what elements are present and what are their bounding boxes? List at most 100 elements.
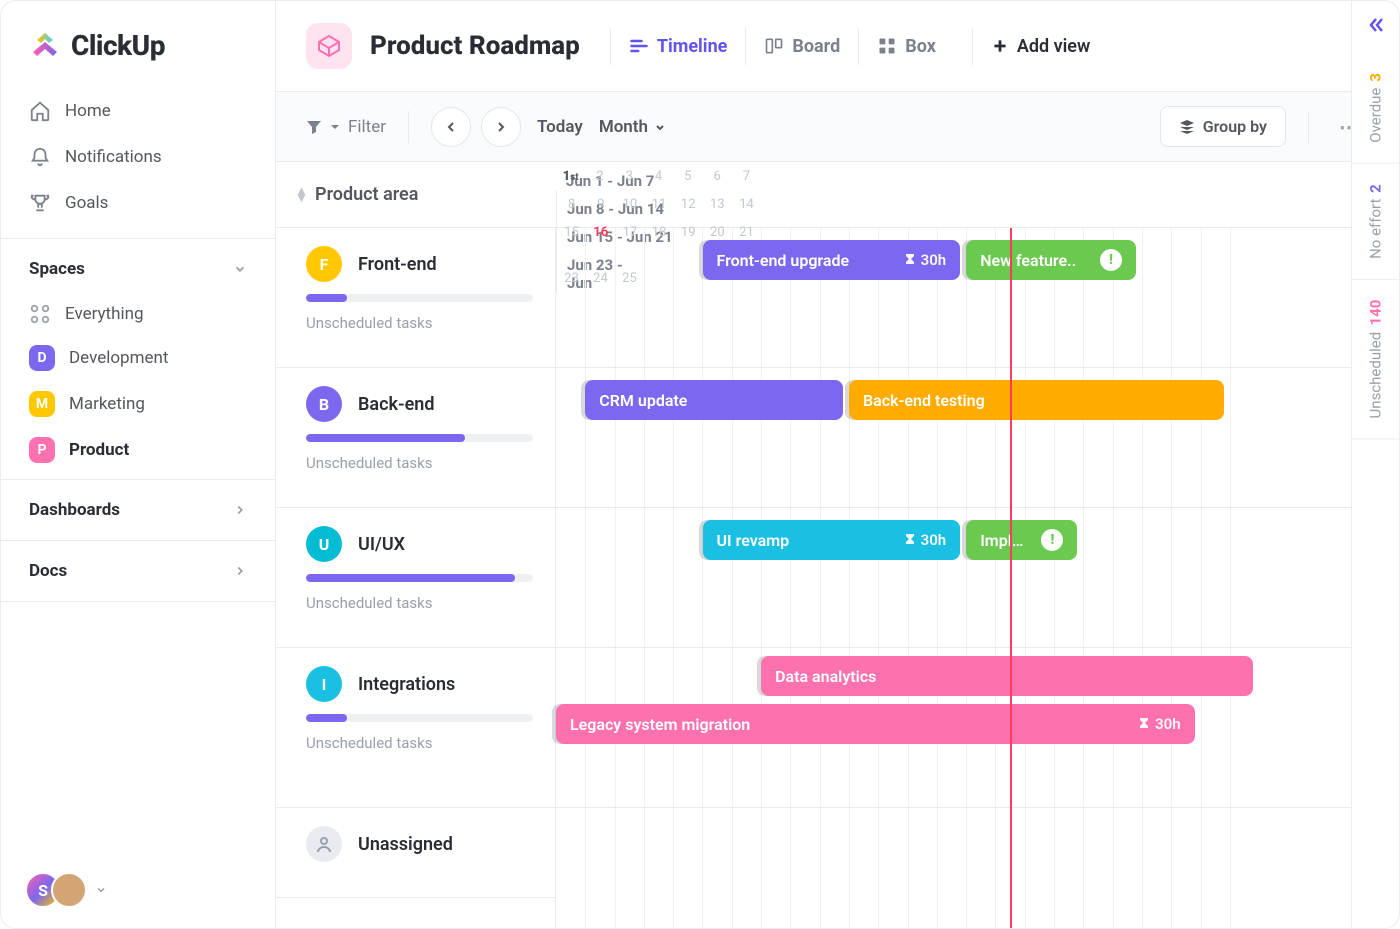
brand-name: ClickUp [71, 29, 165, 62]
view-tab-label: Timeline [657, 36, 728, 57]
task-bar[interactable]: Implem..! [966, 520, 1077, 560]
task-bar[interactable]: CRM update [585, 380, 843, 420]
today-button[interactable]: Today [537, 117, 583, 137]
layers-icon [1179, 119, 1195, 135]
view-tab-timeline[interactable]: Timeline [610, 28, 746, 65]
task-label: CRM update [599, 391, 829, 410]
chevron-left-icon [445, 121, 457, 133]
brand-logo[interactable]: ClickUp [1, 1, 275, 82]
rail-item-noeffort[interactable]: No effort 2 [1352, 164, 1399, 280]
range-label: Month [599, 117, 648, 137]
view-tab-label: Board [792, 36, 840, 57]
column-header[interactable]: ▴▾ Product area [276, 162, 556, 227]
spaces-header[interactable]: Spaces [1, 245, 275, 293]
day-cell: 1st [556, 169, 585, 184]
unscheduled-label: Unscheduled tasks [306, 454, 533, 472]
alert-icon: ! [1100, 249, 1122, 271]
task-bar[interactable]: New feature..! [966, 240, 1136, 280]
chevron-down-icon [233, 262, 247, 276]
progress-bar [306, 714, 533, 722]
sidebar-item-goals[interactable]: Goals [13, 180, 263, 226]
task-bar[interactable]: Front-end upgrade30h [703, 240, 961, 280]
sidebar-item-notifications[interactable]: Notifications [13, 134, 263, 180]
task-bar[interactable]: Data analytics [761, 656, 1253, 696]
user-menu[interactable]: S [1, 852, 275, 928]
task-bar[interactable]: UI revamp30h [703, 520, 961, 560]
day-cell: 8 [557, 197, 586, 212]
space-badge: P [29, 437, 55, 463]
everything-icon [29, 303, 51, 325]
filter-button[interactable]: Filter [306, 117, 386, 137]
week-column: Jun 1 - Jun 71st234567 [556, 162, 761, 190]
task-bar[interactable]: Back-end testing [849, 380, 1224, 420]
add-view-button[interactable]: Add view [972, 28, 1108, 65]
space-label: Marketing [69, 394, 145, 414]
group-by-button[interactable]: Group by [1160, 106, 1286, 147]
sidebar-item-home[interactable]: Home [13, 88, 263, 134]
timeline-icon [629, 36, 649, 56]
unscheduled-label: Unscheduled tasks [306, 314, 533, 332]
hourglass-icon [903, 533, 917, 547]
page-header: Product Roadmap Timeline Board Box Add vie… [276, 1, 1399, 92]
group-integrations[interactable]: I Integrations Unscheduled tasks [276, 648, 555, 808]
box-icon [877, 36, 897, 56]
group-avatar: U [306, 526, 342, 562]
caret-down-icon [330, 122, 340, 132]
day-cell: 4 [644, 169, 673, 184]
prev-button[interactable] [431, 107, 471, 147]
column-label: Product area [315, 184, 418, 205]
toolbar: Filter Today Month Group by ⋯ [276, 92, 1399, 162]
group-uiux[interactable]: U UI/UX Unscheduled tasks [276, 508, 555, 648]
rail-item-overdue[interactable]: Overdue 3 [1352, 53, 1399, 164]
sidebar-space-development[interactable]: DDevelopment [1, 335, 275, 381]
clickup-logo-icon [29, 30, 61, 62]
view-tab-box[interactable]: Box [858, 28, 954, 65]
docs-label: Docs [29, 561, 67, 581]
group-backend[interactable]: B Back-end Unscheduled tasks [276, 368, 555, 508]
chevron-right-icon [233, 564, 247, 578]
docs-header[interactable]: Docs [1, 547, 275, 595]
nav-label: Goals [65, 193, 108, 213]
day-cell: 7 [732, 169, 761, 184]
dashboards-header[interactable]: Dashboards [1, 486, 275, 534]
task-time: 30h [903, 531, 947, 549]
rail-count: 3 [1367, 73, 1385, 82]
task-label: Back-end testing [863, 391, 1210, 410]
progress-bar [306, 574, 533, 582]
view-tab-board[interactable]: Board [745, 28, 858, 65]
progress-bar [306, 294, 533, 302]
sidebar: ClickUp Home Notifications Goals Spaces Ev… [1, 1, 276, 928]
nav-label: Home [65, 101, 111, 121]
sidebar-item-everything[interactable]: Everything [1, 293, 275, 335]
sidebar-space-marketing[interactable]: M Marketing [1, 381, 275, 427]
space-badge: M [29, 391, 55, 417]
rail-count: 140 [1367, 300, 1385, 326]
rail-item-unscheduled[interactable]: Unscheduled 140 [1352, 280, 1399, 439]
trophy-icon [29, 192, 51, 214]
group-name: Back-end [358, 394, 434, 415]
task-label: Front-end upgrade [717, 251, 893, 270]
task-time: 30h [1137, 715, 1181, 733]
day-cell: 14 [732, 197, 761, 212]
group-unassigned[interactable]: Unassigned [276, 808, 555, 898]
rail-label: Overdue [1367, 88, 1385, 143]
spaces-header-label: Spaces [29, 259, 85, 279]
group-frontend[interactable]: F Front-end Unscheduled tasks [276, 228, 555, 368]
sidebar-space-product[interactable]: PProduct [1, 427, 275, 473]
page-title: Product Roadmap [370, 31, 580, 61]
nav-label: Notifications [65, 147, 162, 167]
unscheduled-label: Unscheduled tasks [306, 594, 533, 612]
next-button[interactable] [481, 107, 521, 147]
add-view-label: Add view [1017, 36, 1090, 57]
rail-count: 2 [1367, 184, 1385, 193]
range-select[interactable]: Month [599, 117, 666, 137]
chevron-down-icon [95, 884, 107, 896]
right-rail: Overdue 3No effort 2Unscheduled 140 [1351, 1, 1399, 928]
list-icon [306, 23, 352, 69]
main-content: Product Roadmap Timeline Board Box Add vie… [276, 1, 1399, 928]
chevron-right-icon [495, 121, 507, 133]
collapse-rail-button[interactable] [1366, 1, 1386, 53]
day-cell: 5 [673, 169, 702, 184]
task-bar[interactable]: Legacy system migration30h [556, 704, 1195, 744]
task-label: New feature.. [980, 251, 1090, 270]
